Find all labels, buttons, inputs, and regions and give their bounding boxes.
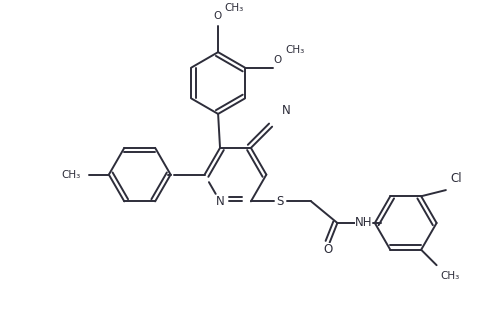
Text: NH: NH	[355, 216, 372, 230]
Text: CH₃: CH₃	[440, 271, 460, 281]
Text: S: S	[276, 195, 284, 208]
Text: CH₃: CH₃	[285, 45, 305, 55]
Text: N: N	[216, 195, 225, 208]
Text: N: N	[282, 104, 291, 117]
Text: O: O	[213, 11, 221, 21]
Text: O: O	[323, 243, 332, 256]
Text: CH₃: CH₃	[225, 3, 244, 12]
Text: CH₃: CH₃	[62, 170, 81, 180]
Text: O: O	[274, 55, 282, 65]
Text: Cl: Cl	[451, 172, 462, 185]
